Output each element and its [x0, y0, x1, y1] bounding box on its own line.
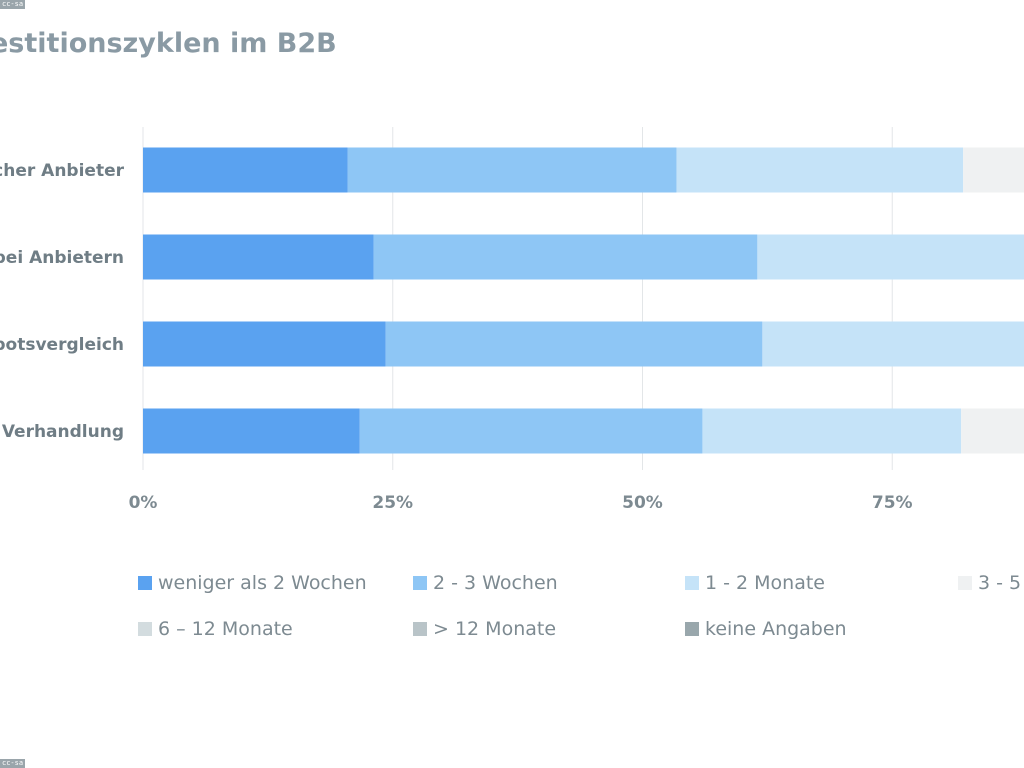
- bar-segment: [961, 408, 1024, 454]
- legend-swatch: [958, 576, 972, 590]
- license-badge-bottom: cc-sa: [0, 759, 26, 768]
- x-tick-label: 25%: [372, 493, 413, 513]
- legend-swatch: [138, 576, 152, 590]
- bar-segment: [143, 408, 360, 454]
- legend-label: 6 – 12 Monate: [158, 618, 293, 640]
- bar-segment: [347, 147, 677, 193]
- legend-label: keine Angaben: [705, 618, 847, 640]
- legend-swatch: [138, 622, 152, 636]
- bar-segment: [702, 408, 962, 454]
- category-label: Verhandlung: [2, 422, 124, 442]
- legend-label: 1 - 2 Monate: [705, 572, 825, 594]
- x-tick-label: 75%: [872, 493, 913, 513]
- x-axis-ticks: 0%25%50%75%100%: [129, 493, 913, 513]
- legend-label: weniger als 2 Wochen: [158, 572, 367, 594]
- legend-item: weniger als 2 Wochen: [138, 572, 367, 594]
- bar-segment: [143, 147, 348, 193]
- license-badge-top: cc-sa: [0, 0, 26, 9]
- bar-segment: [143, 321, 386, 367]
- chart-title: estitionszyklen im B2B: [0, 28, 337, 59]
- legend-swatch: [413, 576, 427, 590]
- bars: [143, 147, 1024, 454]
- legend-item: 3 - 5 Monate: [958, 572, 1024, 594]
- bar-segment: [676, 147, 964, 193]
- legend-label: 3 - 5 Monate: [978, 572, 1024, 594]
- legend-swatch: [685, 622, 699, 636]
- legend-swatch: [413, 622, 427, 636]
- bar-segment: [385, 321, 763, 367]
- bar-segment: [359, 408, 703, 454]
- x-tick-label: 50%: [622, 493, 663, 513]
- category-label: bei Anbietern: [0, 248, 124, 268]
- legend-item: keine Angaben: [685, 618, 847, 640]
- x-tick-label: 0%: [129, 493, 158, 513]
- legend-label: > 12 Monate: [433, 618, 557, 640]
- bar-segment: [963, 147, 1024, 193]
- category-labels: icher Anbieter bei Anbietern ebotsvergleic…: [0, 161, 125, 442]
- legend-item: 2 - 3 Wochen: [413, 572, 558, 594]
- legend-swatch: [685, 576, 699, 590]
- bar-segment: [143, 234, 374, 280]
- bar-segment: [373, 234, 758, 280]
- category-label: icher Anbieter: [0, 161, 125, 181]
- legend-item: > 12 Monate: [413, 618, 556, 640]
- legend-item: 6 – 12 Monate: [138, 618, 293, 640]
- category-label: ebotsvergleich: [0, 335, 124, 355]
- legend-label: 2 - 3 Wochen: [433, 572, 558, 594]
- legend-item: 1 - 2 Monate: [685, 572, 825, 594]
- bar-segment: [762, 321, 1024, 367]
- bar-segment: [757, 234, 1024, 280]
